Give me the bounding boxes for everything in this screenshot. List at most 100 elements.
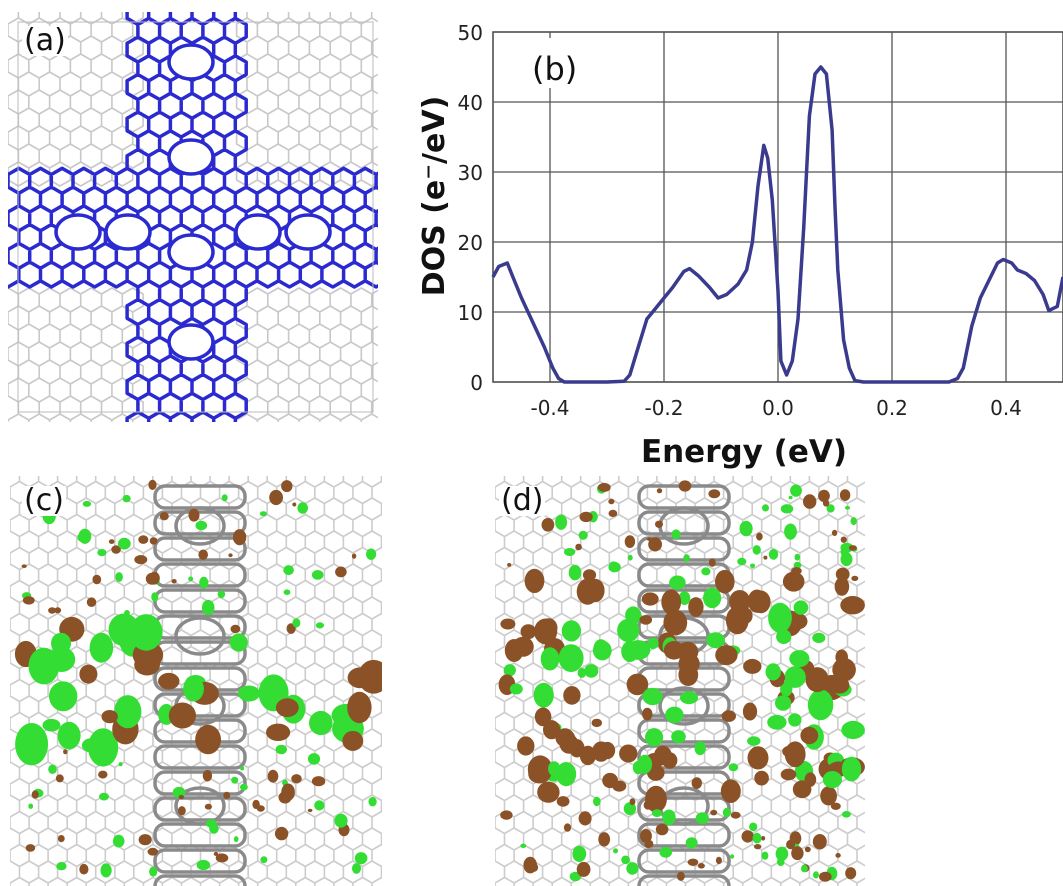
orbital-lobe [647, 764, 665, 781]
orbital-lobe [530, 863, 539, 872]
orbital-lobe [500, 618, 516, 630]
orbital-lobe [183, 676, 204, 702]
orbital-lobe [561, 620, 582, 642]
orbital-lobe [722, 807, 731, 818]
orbital-lobe [625, 606, 642, 625]
orbital-lobe [347, 667, 372, 689]
x-tick-label: 0.2 [876, 396, 908, 420]
orbital-lobe [78, 528, 92, 544]
orbital-lobe [209, 823, 219, 834]
orbital-lobe [283, 589, 291, 595]
orbital-lobe [366, 548, 377, 560]
orbital-lobe [15, 723, 49, 766]
orbital-lobe [543, 720, 561, 740]
orbital-map-c [10, 476, 382, 886]
orbital-lobe [202, 769, 213, 782]
y-tick-label: 0 [470, 371, 483, 395]
orbital-lobe [178, 806, 186, 816]
orbital-lobe [804, 772, 817, 787]
orbital-lobe [665, 706, 684, 723]
orbital-lobe [841, 811, 851, 818]
orbital-lobe [309, 710, 333, 736]
orbital-lobe [159, 512, 169, 521]
orbital-lobe [57, 721, 81, 750]
orbital-lobe [503, 664, 516, 677]
orbital-lobe [138, 834, 152, 846]
orbital-lobe [240, 783, 248, 791]
orbital-lobe [563, 686, 581, 705]
orbital-lobe [835, 853, 841, 858]
panel-a-label: (a) [22, 23, 68, 58]
orbital-lobe [564, 548, 576, 556]
orbital-lobe [805, 667, 829, 693]
orbital-lobe [28, 803, 34, 809]
orbital-lobe [677, 871, 685, 881]
orbital-lobe [57, 835, 65, 843]
orbital-lobe [626, 673, 649, 696]
orbital-lobe [617, 618, 640, 643]
orbital-lobe [149, 866, 158, 877]
orbital-lobe [834, 577, 850, 596]
panel-a-border [17, 21, 374, 413]
orbital-lobe [619, 744, 638, 763]
orbital-lobe [342, 730, 364, 751]
orbital-lobe [840, 547, 849, 557]
orbital-lobe [134, 555, 148, 565]
orbital-lobe [509, 683, 523, 695]
y-tick-label: 40 [458, 91, 483, 115]
orbital-lobe [761, 851, 769, 860]
orbital-lobe [556, 762, 577, 787]
orbital-lobe [122, 494, 131, 503]
orbital-lobe [579, 745, 596, 766]
orbital-lobe [800, 726, 819, 745]
orbital-lobe [593, 639, 609, 657]
orbital-lobe [608, 498, 615, 505]
dos-chart-svg: 0 10 20 30 40 50 -0.4 -0.2 0.0 0.2 0.4 (b) Energy… [417, 21, 1063, 470]
orbital-lobe [782, 571, 805, 592]
orbital-lobe [238, 685, 260, 702]
panel-b-label: (b) [532, 50, 577, 88]
orbital-lobe [844, 505, 851, 510]
x-ticks: -0.4 -0.2 0.0 0.2 0.4 [530, 396, 1021, 420]
orbital-lobe [307, 753, 321, 765]
orbital-lobe [537, 781, 560, 803]
orbital-lobe [221, 494, 228, 502]
orbital-lobe [42, 718, 61, 732]
orbital-lobe [678, 480, 692, 492]
dos-series-line [491, 65, 1063, 384]
orbital-lobe [671, 529, 681, 540]
orbital-lobe [694, 741, 706, 756]
orbital-lobe [124, 610, 130, 616]
orbital-lobe [812, 834, 827, 850]
orbital-lobe [540, 647, 560, 671]
orbital-lobe [791, 567, 802, 575]
orbital-lobe [334, 813, 348, 828]
orbital-lobe [786, 839, 796, 850]
orbital-lobe [231, 776, 239, 784]
orbital-lobe [520, 624, 537, 640]
orbital-lobe [750, 563, 755, 569]
orbital-lobe [646, 537, 652, 541]
orbital-lobe [662, 752, 678, 769]
orbital-lobe [198, 549, 208, 560]
orbital-lobe [315, 622, 324, 629]
orbital-lobe [647, 840, 654, 848]
orbital-lobe [579, 511, 593, 523]
orbital-lobe [782, 745, 799, 758]
orbital-lobe [79, 664, 98, 684]
orbital-lobe [768, 602, 792, 633]
orbital-lobe [149, 571, 160, 585]
orbital-lobe [229, 633, 248, 652]
orbital-lobe [621, 855, 630, 865]
orbital-lobe [609, 561, 619, 569]
orbital-lobe [584, 664, 599, 678]
orbital-lobe [79, 863, 89, 875]
orbital-lobe [841, 756, 862, 782]
orbital-lobe [715, 856, 722, 865]
orbital-lobe [715, 569, 735, 594]
orbital-lobe [747, 589, 767, 613]
orbital-lobe [55, 774, 64, 783]
orbital-lobe [138, 535, 149, 544]
orbital-lobe [730, 854, 735, 859]
orbital-lobe [97, 549, 107, 557]
